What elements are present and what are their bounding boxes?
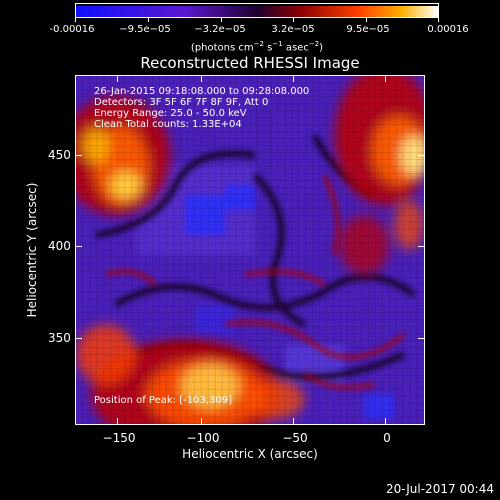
colorbar-tick xyxy=(366,18,367,22)
colorbar-tick xyxy=(221,18,222,22)
colorbar-tick-label: −9.5e−05 xyxy=(119,24,171,35)
y-axis-title: Heliocentric Y (arcsec) xyxy=(25,182,39,318)
colorbar-tick-label: −3.2e−05 xyxy=(194,24,246,35)
colorbar-tick-label: -0.00016 xyxy=(49,24,95,35)
y-tick-label: 450 xyxy=(48,148,71,162)
y-tick-label: 350 xyxy=(48,331,71,345)
x-tick-label: 0 xyxy=(383,431,391,445)
colorbar-tick-label: 3.2e−05 xyxy=(271,24,315,35)
colorbar-tick-label: 0.00016 xyxy=(427,24,469,35)
render-timestamp: 20-Jul-2017 00:44 xyxy=(385,482,494,496)
colorbar-units: (photons cm−2 s−1 asec−2) xyxy=(190,40,324,54)
plot-area: 26-Jan-2015 09:18:08.000 to 09:28:08.000… xyxy=(75,75,425,425)
colorbar-tick xyxy=(438,18,439,22)
colorbar-gradient xyxy=(76,6,438,17)
clean-counts: Clean Total counts: 1.33E+04 xyxy=(94,119,242,130)
x-axis-title: Heliocentric X (arcsec) xyxy=(182,447,318,461)
detectors-info: Detectors: 3F 5F 6F 7F 8F 9F, Att 0 xyxy=(94,97,269,108)
colorbar-tick xyxy=(148,18,149,22)
x-tick-label: −50 xyxy=(282,431,308,445)
observation-info: 26-Jan-2015 09:18:08.000 to 09:28:08.000… xyxy=(94,86,309,130)
y-tick-label: 400 xyxy=(48,239,71,253)
time-range: 26-Jan-2015 09:18:08.000 to 09:28:08.000 xyxy=(94,86,310,97)
rhessi-image xyxy=(76,76,424,424)
energy-range: Energy Range: 25.0 - 50.0 keV xyxy=(94,108,247,119)
colorbar-tick xyxy=(293,18,294,22)
colorbar-tick xyxy=(75,18,76,22)
x-tick-label: −100 xyxy=(186,431,220,445)
x-tick-label: −150 xyxy=(102,431,136,445)
colorbar xyxy=(75,3,439,18)
image-title: Reconstructed RHESSI Image xyxy=(140,54,360,72)
peak-position: Position of Peak: [-103,309] xyxy=(94,395,232,406)
colorbar-tick-label: 9.5e−05 xyxy=(346,24,390,35)
